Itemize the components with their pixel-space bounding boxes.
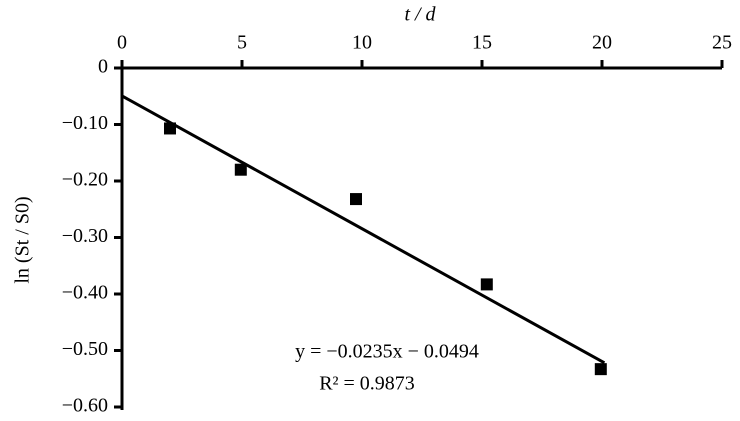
x-tick-label: 10	[352, 32, 372, 54]
y-tick-label: 0	[98, 56, 108, 78]
x-tick-label: 0	[117, 32, 127, 54]
x-axis-title: t / d	[404, 4, 436, 26]
data-point	[350, 193, 362, 206]
y-axis-title: ln (St / S0)	[12, 196, 34, 283]
y-tick-label: −0.60	[62, 395, 108, 417]
x-tick-label: 20	[592, 32, 612, 54]
x-tick-label: 25	[712, 32, 732, 54]
equation: y = −0.0235x − 0.0494	[295, 341, 479, 363]
y-tick-label: −0.40	[62, 282, 108, 304]
r-squared: R² = 0.9873	[319, 373, 415, 395]
y-tick-label: −0.30	[62, 225, 108, 247]
y-tick-label: −0.20	[62, 169, 108, 191]
data-point	[164, 122, 176, 135]
data-point	[594, 363, 607, 376]
y-tick-label: −0.10	[62, 112, 108, 134]
y-tick-label: −0.50	[62, 338, 108, 360]
trendline	[121, 94, 606, 365]
data-point	[480, 278, 493, 291]
x-tick-label: 5	[237, 32, 247, 54]
data-point	[234, 163, 247, 176]
x-tick-label: 15	[472, 32, 492, 54]
